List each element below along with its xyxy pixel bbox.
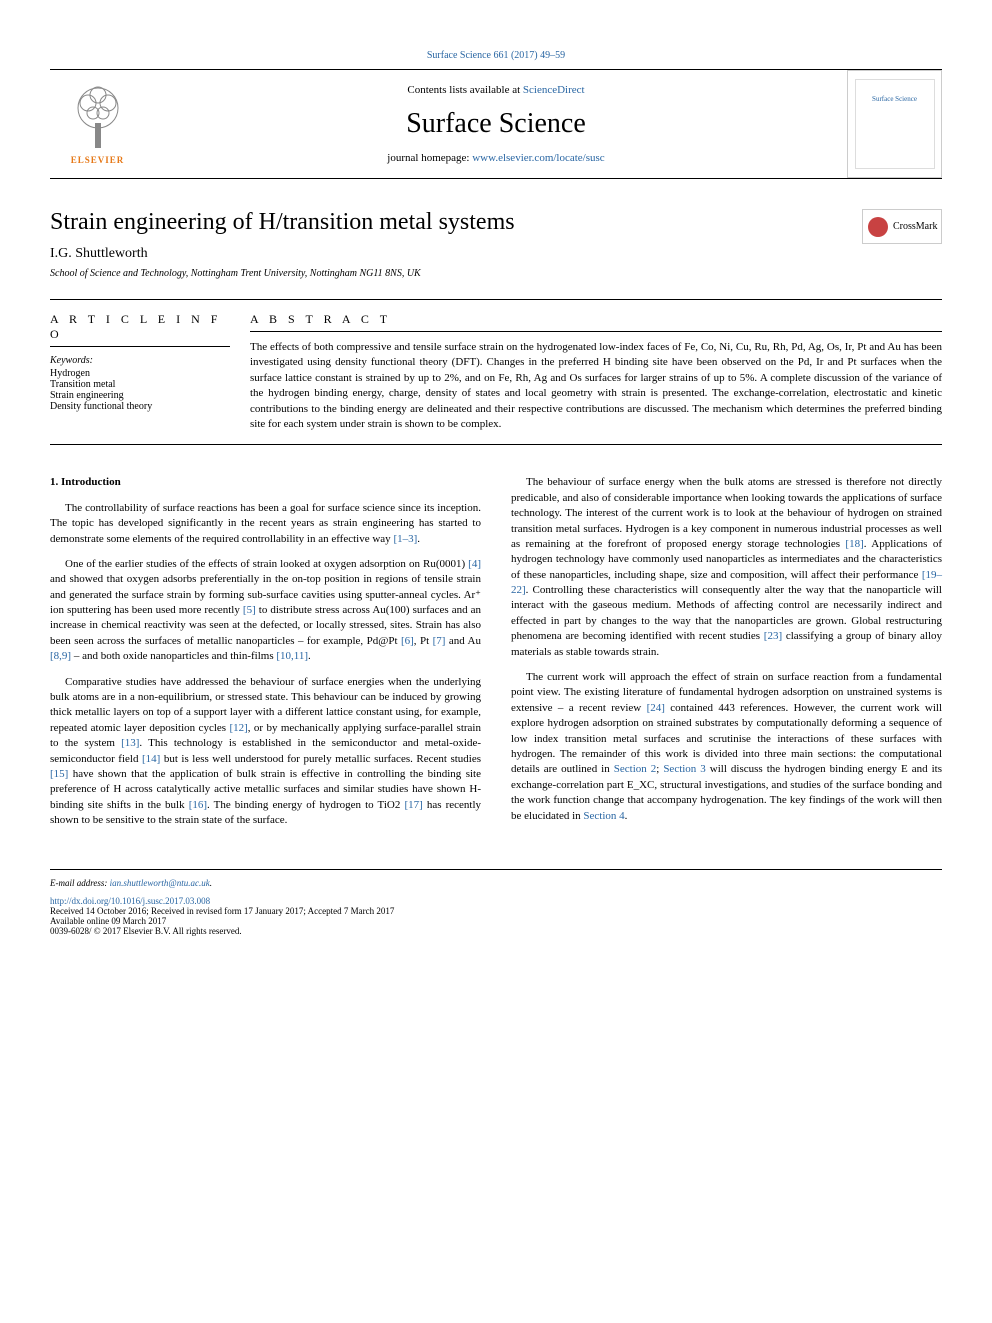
crossmark-badge[interactable]: CrossMark — [862, 209, 942, 244]
article-title: Strain engineering of H/transition metal… — [50, 209, 942, 236]
crossmark-label: CrossMark — [893, 221, 937, 232]
citation-link[interactable]: [6] — [401, 635, 414, 647]
abstract-column: A B S T R A C T The effects of both comp… — [250, 312, 942, 432]
body-paragraph: One of the earlier studies of the effect… — [50, 557, 481, 665]
citation-link[interactable]: [4] — [468, 558, 481, 570]
email-line: E-mail address: ian.shuttleworth@ntu.ac.… — [50, 878, 942, 888]
citation-link[interactable]: [14] — [142, 753, 160, 765]
body-paragraph: The behaviour of surface energy when the… — [511, 475, 942, 660]
keyword-item: Strain engineering — [50, 390, 230, 401]
citation-link[interactable]: [1–3] — [393, 533, 417, 545]
page-footer: E-mail address: ian.shuttleworth@ntu.ac.… — [50, 869, 942, 936]
right-column: The behaviour of surface energy when the… — [511, 475, 942, 838]
abstract-heading: A B S T R A C T — [250, 312, 942, 332]
introduction-heading: 1. Introduction — [50, 475, 481, 490]
keyword-item: Density functional theory — [50, 401, 230, 412]
page-container: Surface Science 661 (2017) 49–59 ELSEVIE… — [0, 0, 992, 966]
elsevier-tree-icon — [68, 83, 128, 153]
citation-link[interactable]: [13] — [121, 737, 139, 749]
homepage-line: journal homepage: www.elsevier.com/locat… — [145, 152, 847, 164]
publisher-logo[interactable]: ELSEVIER — [50, 70, 145, 178]
citation-link[interactable]: [24] — [647, 702, 665, 714]
citation-link[interactable]: [10,11] — [276, 650, 308, 662]
citation-link[interactable]: [16] — [189, 799, 207, 811]
article-header: CrossMark Strain engineering of H/transi… — [50, 209, 942, 279]
body-columns: 1. Introduction The controllability of s… — [50, 475, 942, 838]
journal-header: ELSEVIER Contents lists available at Sci… — [50, 69, 942, 179]
article-info-heading: A R T I C L E I N F O — [50, 312, 230, 347]
body-paragraph: Comparative studies have addressed the b… — [50, 675, 481, 829]
contents-line: Contents lists available at ScienceDirec… — [145, 84, 847, 96]
keyword-item: Transition metal — [50, 379, 230, 390]
author-name: I.G. Shuttleworth — [50, 246, 942, 262]
section-link[interactable]: Section 2 — [614, 763, 657, 775]
citation-link[interactable]: [17] — [404, 799, 422, 811]
homepage-link[interactable]: www.elsevier.com/locate/susc — [472, 152, 604, 164]
journal-name-heading: Surface Science — [145, 108, 847, 140]
cover-label: Surface Science — [856, 80, 934, 103]
citation-link[interactable]: [7] — [433, 635, 446, 647]
email-label: E-mail address: — [50, 878, 110, 888]
citation-link[interactable]: [15] — [50, 768, 68, 780]
citation-link[interactable]: [5] — [243, 604, 256, 616]
contents-prefix: Contents lists available at — [407, 84, 522, 96]
citation-link[interactable]: [12] — [229, 722, 247, 734]
left-column: 1. Introduction The controllability of s… — [50, 475, 481, 838]
citation-link[interactable]: [18] — [845, 538, 863, 550]
homepage-prefix: journal homepage: — [387, 152, 472, 164]
info-abstract-section: A R T I C L E I N F O Keywords: Hydrogen… — [50, 299, 942, 445]
citation-link[interactable]: [23] — [764, 630, 782, 642]
available-line: Available online 09 March 2017 — [50, 916, 942, 926]
sciencedirect-link[interactable]: ScienceDirect — [523, 84, 585, 96]
section-link[interactable]: Section 3 — [663, 763, 706, 775]
cover-image: Surface Science — [855, 79, 935, 169]
email-link[interactable]: ian.shuttleworth@ntu.ac.uk — [110, 878, 210, 888]
keyword-item: Hydrogen — [50, 368, 230, 379]
body-paragraph: The current work will approach the effec… — [511, 670, 942, 824]
article-info-column: A R T I C L E I N F O Keywords: Hydrogen… — [50, 312, 250, 432]
copyright-line: 0039-6028/ © 2017 Elsevier B.V. All righ… — [50, 926, 942, 936]
section-link[interactable]: Section 4 — [583, 810, 624, 822]
received-line: Received 14 October 2016; Received in re… — [50, 906, 942, 916]
crossmark-icon — [868, 217, 888, 237]
keywords-label: Keywords: — [50, 355, 230, 366]
author-affiliation: School of Science and Technology, Nottin… — [50, 268, 942, 279]
journal-reference[interactable]: Surface Science 661 (2017) 49–59 — [50, 50, 942, 61]
header-center: Contents lists available at ScienceDirec… — [145, 84, 847, 164]
publisher-name: ELSEVIER — [71, 155, 125, 165]
body-paragraph: The controllability of surface reactions… — [50, 501, 481, 547]
doi-link[interactable]: http://dx.doi.org/10.1016/j.susc.2017.03… — [50, 896, 942, 906]
abstract-text: The effects of both compressive and tens… — [250, 340, 942, 432]
citation-link[interactable]: [8,9] — [50, 650, 71, 662]
journal-cover-thumb[interactable]: Surface Science — [847, 70, 942, 178]
